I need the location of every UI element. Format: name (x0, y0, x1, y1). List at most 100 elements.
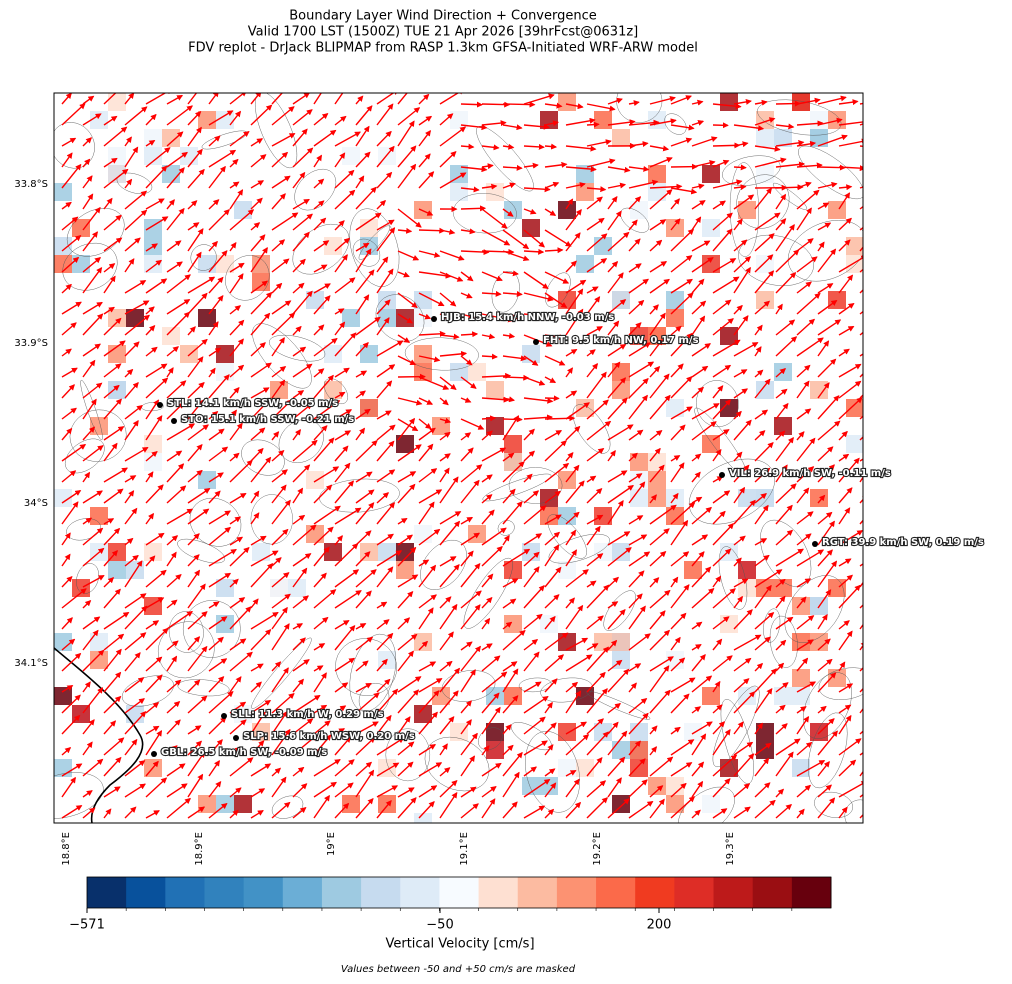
wind-arrow (460, 313, 475, 319)
wind-arrow (649, 373, 670, 399)
shade-cell (558, 723, 576, 741)
wind-arrow (481, 229, 511, 246)
wind-arrow (859, 226, 863, 231)
shade-cell (666, 309, 684, 327)
contour (769, 615, 798, 668)
shade-cell (90, 651, 108, 669)
wind-arrow (838, 184, 853, 191)
wind-arrow (166, 299, 191, 315)
shade-cell (414, 633, 432, 651)
shade-cell (792, 687, 810, 705)
title-line: Boundary Layer Wind Direction + Converge… (289, 9, 597, 24)
wind-arrow (460, 228, 476, 235)
wind-arrow (250, 180, 265, 189)
wind-arrow (502, 143, 515, 150)
colorbar-cell (400, 877, 440, 908)
station-label: STL: 14.1 km/h SSW, -0.05 m/s (167, 398, 338, 409)
shade-cell (414, 345, 432, 363)
wind-arrow (418, 93, 430, 105)
wind-arrow (754, 157, 787, 168)
wind-arrow (397, 471, 417, 483)
wind-arrow (355, 439, 378, 462)
wind-arrow (691, 278, 705, 294)
wind-arrow (712, 399, 732, 420)
wind-arrow (733, 184, 747, 191)
shade-cell (720, 615, 738, 633)
shade-cell (594, 237, 612, 255)
wind-arrow (712, 212, 733, 231)
wind-arrow (502, 416, 523, 423)
shade-cell (522, 777, 540, 795)
wind-arrow (208, 472, 224, 483)
wind-arrow (859, 458, 863, 462)
wind-arrow (145, 198, 165, 210)
wind-arrow (691, 160, 716, 168)
wind-arrow (565, 103, 584, 110)
wind-arrow (649, 394, 671, 420)
wind-arrow (187, 148, 203, 168)
wind-arrow (838, 302, 855, 315)
wind-arrow (817, 248, 837, 273)
wind-arrow (586, 158, 616, 168)
shade-cell (648, 489, 666, 507)
wind-arrow (628, 394, 648, 420)
shade-cell (414, 813, 432, 823)
wind-arrow (796, 380, 810, 399)
wind-arrow (817, 446, 834, 462)
wind-arrow (586, 326, 603, 336)
wind-arrow (817, 300, 838, 315)
wind-arrow (229, 181, 240, 189)
wind-arrow (817, 241, 825, 252)
shade-cell (216, 615, 234, 633)
wind-arrow (691, 257, 714, 273)
wind-arrow (502, 164, 523, 171)
wind-arrow (544, 102, 563, 109)
wind-arrow (397, 483, 416, 504)
wind-arrow (166, 450, 183, 462)
wind-arrow (397, 334, 411, 343)
wind-arrow (712, 159, 730, 168)
wind-arrow (670, 292, 694, 315)
wind-arrow (754, 300, 771, 315)
wind-arrow (376, 469, 396, 483)
wind-arrow (733, 369, 748, 378)
wind-arrow (355, 242, 370, 252)
wind-arrow (565, 279, 587, 294)
wind-arrow (628, 263, 642, 273)
shade-cell (648, 777, 666, 795)
shade-cell (666, 651, 684, 669)
shade-cell (378, 309, 396, 327)
wind-arrow (586, 362, 599, 378)
wind-arrow (418, 330, 446, 337)
wind-arrow (187, 424, 209, 441)
shade-cell (54, 633, 72, 651)
wind-arrow (670, 255, 693, 273)
wind-arrow (418, 292, 445, 307)
wind-arrow (61, 301, 82, 315)
wind-arrow (712, 339, 741, 357)
wind-arrow (775, 436, 794, 462)
station-label: GBL: 26.5 km/h SW, -0.09 m/s (161, 747, 327, 758)
wind-arrow (208, 276, 224, 294)
wind-arrow (313, 337, 338, 357)
shade-cell (144, 255, 162, 273)
lon-label: 18.8°E (61, 832, 72, 866)
contour (268, 334, 326, 362)
station-dot (157, 402, 163, 408)
shade-cell (756, 723, 774, 741)
wind-arrow (208, 374, 230, 399)
wind-arrow (250, 397, 272, 420)
wind-arrow (838, 165, 863, 172)
wind-arrow (460, 447, 474, 462)
wind-arrow (376, 145, 395, 168)
wind-arrow (649, 183, 683, 190)
wind-arrow (271, 258, 290, 273)
shade-cell (594, 111, 612, 129)
wind-arrow (523, 123, 550, 130)
wind-arrow (418, 313, 432, 320)
wind-arrow (544, 355, 566, 366)
wind-arrow (523, 428, 535, 441)
wind-arrow (103, 317, 122, 336)
shade-cell (648, 183, 666, 201)
wind-arrow (124, 209, 148, 231)
